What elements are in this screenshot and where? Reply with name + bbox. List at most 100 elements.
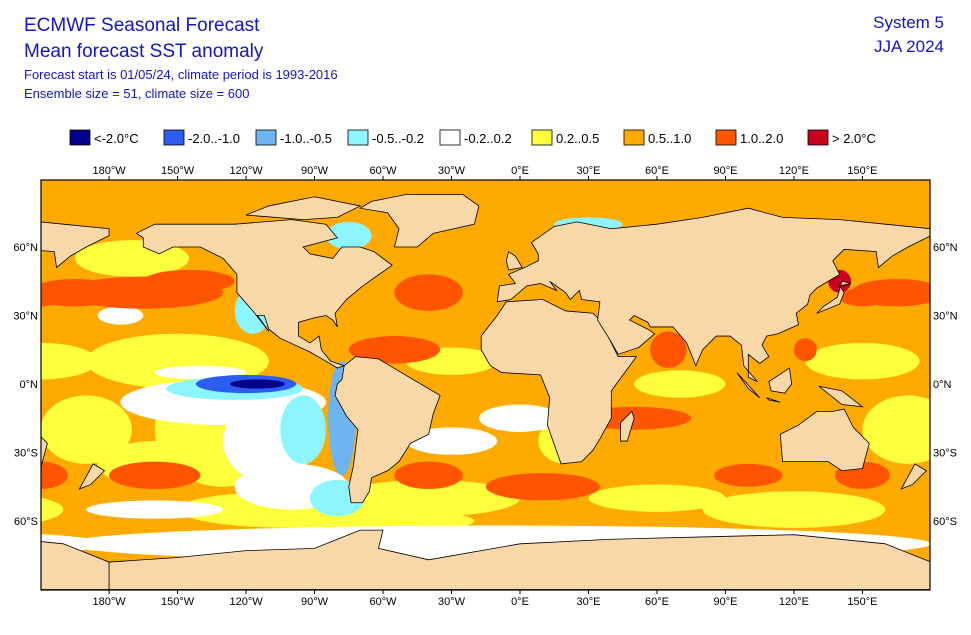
anomaly-area <box>41 497 64 522</box>
land <box>359 194 480 248</box>
lon-label: 90°E <box>713 596 737 608</box>
anomaly-area <box>41 461 68 490</box>
anomaly-area <box>109 461 201 490</box>
lat-label: 30°S <box>933 447 957 459</box>
legend-swatch <box>69 129 91 146</box>
lon-label: 0°E <box>511 596 529 608</box>
lat-label: 30°S <box>14 447 38 459</box>
land <box>41 221 110 269</box>
lon-label: 120°E <box>779 596 809 608</box>
anomaly-area <box>394 274 463 311</box>
anomaly-area <box>634 370 726 398</box>
lon-label: 0°E <box>511 165 529 177</box>
info: Ensemble size = 51, climate size = 600 <box>24 86 249 101</box>
info: Forecast start is 01/05/24, climate peri… <box>24 67 338 82</box>
anomaly-area <box>588 484 726 512</box>
land <box>505 250 523 271</box>
anomaly-area <box>230 379 285 389</box>
anomaly-area <box>41 288 64 307</box>
legend-swatch <box>531 129 553 146</box>
anomaly-area <box>394 461 463 490</box>
legend-swatch <box>347 129 369 146</box>
anomaly-area <box>86 500 224 519</box>
map <box>6 180 930 590</box>
anomaly-area <box>325 221 372 250</box>
anomaly-area <box>793 338 817 362</box>
legend-label: -0.5..-0.2 <box>372 131 424 146</box>
land <box>779 408 870 472</box>
lon-label: 120°W <box>229 165 263 177</box>
lon-label: 30°E <box>576 165 600 177</box>
legend-label: -2.0..-1.0 <box>188 131 240 146</box>
lon-label: 150°W <box>161 165 195 177</box>
lon-label: 30°W <box>438 165 466 177</box>
legend-swatch <box>439 129 461 146</box>
lon-label: 90°E <box>713 165 737 177</box>
lat-label: 30°N <box>933 311 958 323</box>
lon-label: 30°W <box>438 596 466 608</box>
land <box>816 280 852 314</box>
lon-label: 150°E <box>847 596 877 608</box>
land <box>245 196 362 221</box>
land <box>135 219 393 369</box>
land <box>496 207 930 383</box>
anomaly-area <box>41 342 98 380</box>
legend-swatch <box>163 129 185 146</box>
legend-label: > 2.0°C <box>832 131 876 146</box>
legend-label: <-2.0°C <box>94 131 139 146</box>
land <box>766 397 781 403</box>
land <box>78 463 106 490</box>
lon-label: 90°W <box>301 165 329 177</box>
legend-label: -0.2..0.2 <box>464 131 512 146</box>
land <box>900 463 928 490</box>
anomaly-area <box>714 463 783 487</box>
land <box>818 385 864 408</box>
lat-label: 30°N <box>13 311 38 323</box>
land <box>768 367 793 394</box>
lat-label: 60°S <box>14 516 38 528</box>
lon-label: 180°W <box>92 596 126 608</box>
lon-label: 60°E <box>645 596 669 608</box>
lat-label: 0°N <box>20 379 39 391</box>
legend-swatch <box>807 129 829 146</box>
land <box>480 299 638 465</box>
anomaly-area <box>862 395 930 464</box>
anomaly-area <box>6 270 29 293</box>
lon-label: 60°W <box>370 596 398 608</box>
anomaly-area <box>143 269 235 293</box>
anomaly-area <box>805 342 920 380</box>
anomaly-area <box>348 336 441 364</box>
lon-label: 30°E <box>576 596 600 608</box>
map-frame <box>40 179 931 591</box>
legend-label: 1.0..2.0 <box>740 131 783 146</box>
axes: 180°W 180°W 150°W 150°W 120°W 120°W 90°W 90°W 60… <box>13 165 957 608</box>
legend-label: 0.5..1.0 <box>648 131 691 146</box>
lat-label: 0°N <box>933 379 952 391</box>
anomaly-area <box>650 331 687 369</box>
legend-swatch <box>623 129 645 146</box>
title: ECMWF Seasonal Forecast <box>24 15 260 36</box>
lon-label: 150°W <box>161 596 195 608</box>
lon-label: 180°W <box>92 165 126 177</box>
anomaly-area <box>97 306 144 325</box>
anomaly-area <box>485 473 600 501</box>
lat-label: 60°S <box>933 516 957 528</box>
lon-label: 120°E <box>779 165 809 177</box>
legend-label: -1.0..-0.5 <box>280 131 332 146</box>
land <box>41 541 110 590</box>
legend-swatch <box>255 129 277 146</box>
legend: <-2.0°C -2.0..-1.0 -1.0..-0.5 -0.5..-0.2 -0.… <box>69 129 876 146</box>
lon-label: 90°W <box>301 596 329 608</box>
anomaly-area <box>702 491 886 528</box>
lon-label: 60°W <box>370 165 398 177</box>
land <box>736 372 761 399</box>
season: JJA 2024 <box>874 37 944 56</box>
land <box>334 356 441 504</box>
subtitle: Mean forecast SST anomaly <box>24 41 264 62</box>
anomaly-area <box>41 395 132 464</box>
lon-label: 150°E <box>847 165 877 177</box>
legend-swatch <box>715 129 737 146</box>
lat-label: 60°N <box>933 242 958 254</box>
land <box>41 436 48 469</box>
system: System 5 <box>873 13 944 32</box>
